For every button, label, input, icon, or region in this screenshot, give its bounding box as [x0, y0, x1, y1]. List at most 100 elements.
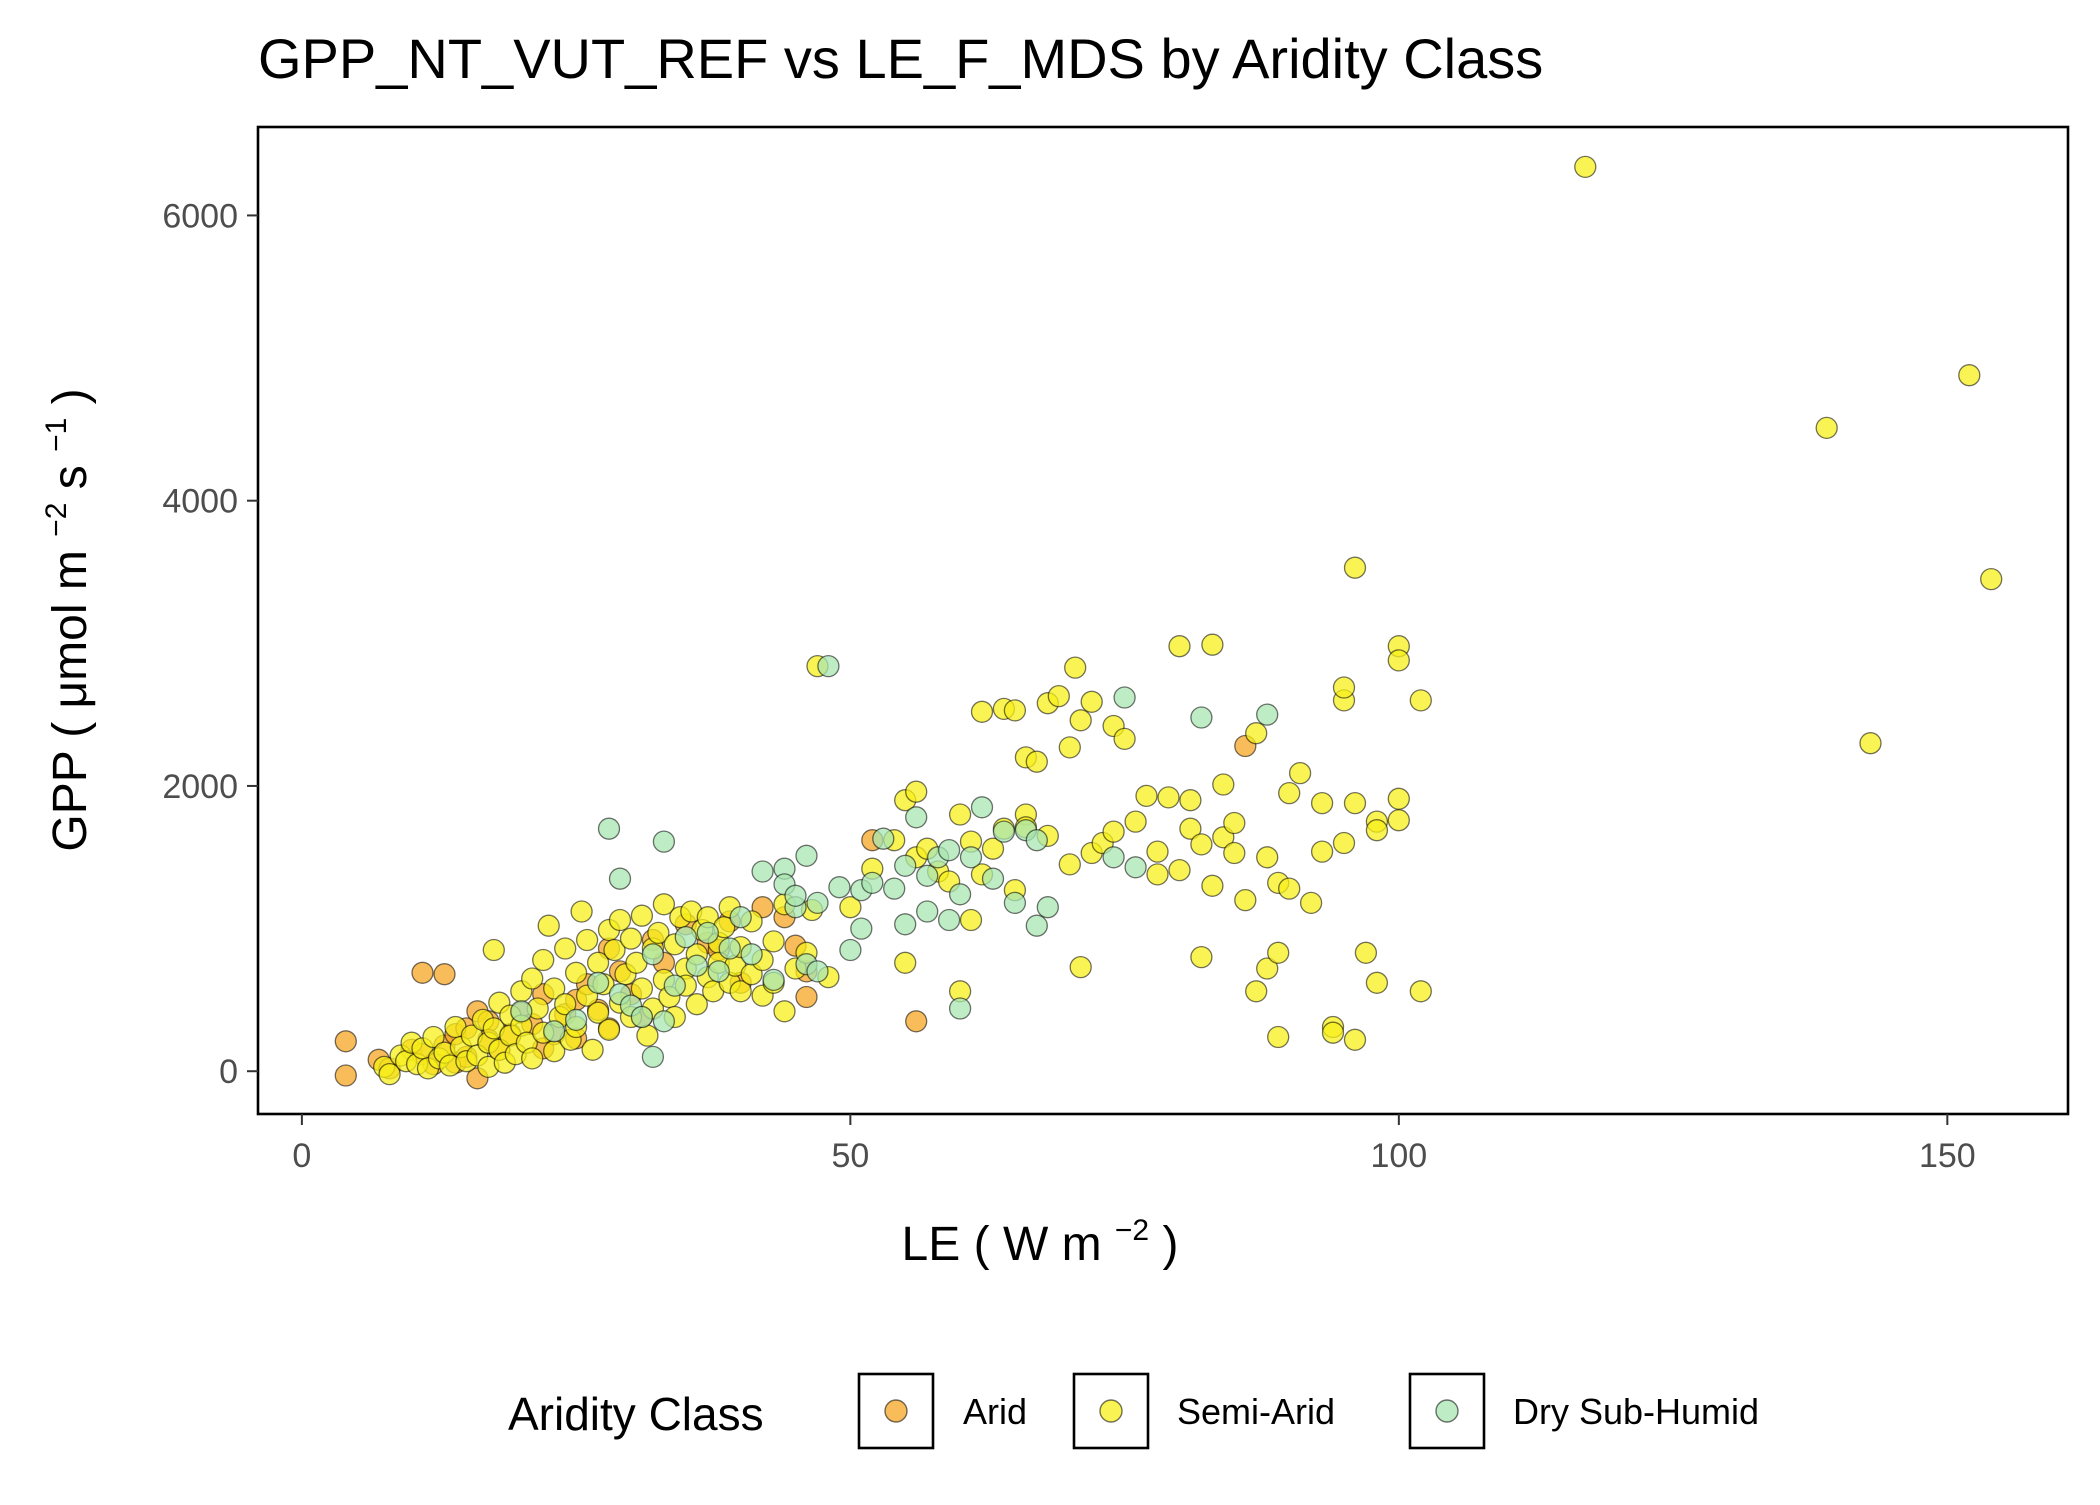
point-dry-sub-humid-45	[937, 908, 961, 932]
point-dry-sub-humid-9	[641, 1045, 665, 1069]
x-tick-label-0: 0	[292, 1137, 311, 1175]
x-axis-title-main: LE	[902, 1218, 961, 1271]
point-semi-arid-188	[1387, 809, 1410, 832]
point-dry-sub-humid-59	[1113, 686, 1136, 709]
point-semi-arid-109	[905, 780, 928, 803]
point-semi-arid-55	[608, 908, 632, 932]
point-arid-1	[334, 1064, 357, 1087]
point-dry-sub-humid-41	[905, 806, 928, 829]
point-dry-sub-humid-3	[586, 971, 610, 994]
point-semi-arid-113	[948, 803, 972, 826]
point-semi-arid-36	[537, 914, 560, 937]
point-semi-arid-172	[1310, 840, 1334, 863]
legend-marker-arid	[884, 1399, 908, 1423]
y-axis-title-exponent-1: −2	[40, 503, 73, 537]
point-semi-arid-119	[981, 837, 1005, 860]
point-semi-arid-54	[603, 938, 626, 962]
point-semi-arid-187	[1387, 787, 1410, 810]
point-arid-8	[433, 963, 456, 986]
point-semi-arid-61	[630, 977, 654, 1000]
point-arid-5	[411, 961, 434, 984]
point-dry-sub-humid-10	[641, 943, 665, 966]
point-semi-arid-103	[839, 896, 862, 919]
legend-title: Aridity Class	[508, 1388, 764, 1440]
point-dry-sub-humid-4	[597, 817, 621, 840]
point-dry-sub-humid-16	[696, 921, 719, 945]
y-axis-title: GPP ( μmol m −2 s −1 )	[24, 388, 97, 851]
point-semi-arid-147	[1168, 635, 1191, 658]
point-semi-arid-156	[1212, 773, 1235, 796]
point-semi-arid-53	[597, 1018, 621, 1041]
y-tick-label-6000: 6000	[162, 197, 238, 235]
point-semi-arid-21	[482, 938, 505, 962]
legend-marker-dry-sub-humid	[1435, 1399, 1459, 1423]
x-axis-title-unit: W m	[1003, 1218, 1102, 1271]
point-semi-arid-142	[1124, 810, 1147, 833]
point-semi-arid-50	[586, 1001, 610, 1024]
point-semi-arid-162	[1256, 957, 1279, 980]
point-semi-arid-170	[1299, 891, 1323, 915]
point-dry-sub-humid-11	[652, 830, 676, 853]
point-semi-arid-153	[1201, 633, 1224, 656]
point-semi-arid-133	[1064, 656, 1087, 679]
point-semi-arid-122	[1003, 699, 1027, 722]
point-dry-sub-humid-29	[806, 891, 829, 915]
point-dry-sub-humid-22	[762, 968, 785, 992]
y-tick-label-4000: 4000	[162, 483, 238, 521]
point-dry-sub-humid-31	[817, 654, 840, 678]
y-axis: 0 2000 4000 6000	[162, 197, 258, 1091]
x-axis: 0 50 100 150	[292, 1114, 1976, 1175]
point-dry-sub-humid-51	[981, 867, 1005, 890]
point-semi-arid-190	[1409, 980, 1432, 1003]
point-semi-arid-43	[564, 961, 588, 984]
point-dry-sub-humid-57	[1036, 896, 1059, 919]
point-dry-sub-humid-33	[839, 938, 862, 962]
point-semi-arid-41	[554, 993, 577, 1016]
point-semi-arid-96	[773, 1000, 796, 1023]
point-semi-arid-180	[1343, 1028, 1367, 1051]
point-semi-arid-183	[1365, 819, 1389, 842]
y-axis-title-exponent-2: −1	[40, 418, 73, 452]
point-dry-sub-humid-55	[1025, 914, 1048, 937]
point-dry-sub-humid-38	[883, 877, 906, 900]
point-semi-arid-127	[1025, 750, 1048, 773]
point-dry-sub-humid-52	[992, 820, 1016, 843]
point-semi-arid-161	[1245, 722, 1268, 745]
point-dry-sub-humid-19	[729, 906, 752, 929]
point-dry-sub-humid-18	[718, 937, 741, 960]
chart-title: GPP_NT_VUT_REF vs LE_F_MDS by Aridity Cl…	[258, 27, 1543, 90]
x-axis-title-exponent: −2	[1115, 1214, 1149, 1247]
point-semi-arid-94	[762, 930, 785, 953]
point-semi-arid-163	[1256, 846, 1279, 869]
point-semi-arid-66	[647, 921, 670, 945]
point-dry-sub-humid-56	[1025, 829, 1048, 852]
point-dry-sub-humid-21	[751, 860, 774, 883]
point-semi-arid-174	[1321, 1021, 1345, 1044]
point-semi-arid-192	[1815, 416, 1838, 440]
point-dry-sub-humid-37	[872, 827, 895, 850]
plot-panel-border	[256, 125, 2070, 1116]
point-semi-arid-140	[1102, 820, 1125, 843]
point-dry-sub-humid-1	[543, 1020, 566, 1043]
point-dry-sub-humid-26	[784, 884, 807, 907]
x-axis-title-paren-open: (	[974, 1218, 990, 1271]
point-semi-arid-150	[1179, 817, 1202, 840]
point-semi-arid-107	[894, 951, 917, 974]
point-dry-sub-humid-58	[1102, 846, 1125, 869]
point-semi-arid-181	[1354, 941, 1378, 964]
point-semi-arid-34	[532, 948, 555, 972]
point-dry-sub-humid-42	[916, 864, 939, 887]
point-semi-arid-32	[521, 1047, 544, 1070]
x-tick-label-100: 100	[1370, 1137, 1427, 1175]
point-semi-arid-154	[1201, 874, 1224, 897]
point-semi-arid-148	[1168, 858, 1191, 882]
point-dry-sub-humid-61	[1190, 706, 1213, 729]
x-axis-title-paren-close: )	[1162, 1218, 1178, 1271]
point-dry-sub-humid-50	[970, 796, 994, 819]
point-dry-sub-humid-12	[652, 1010, 676, 1033]
point-dry-sub-humid-28	[795, 844, 818, 867]
y-tick-label-0: 0	[219, 1053, 238, 1091]
point-dry-sub-humid-49	[959, 846, 983, 869]
point-dry-sub-humid-8	[630, 1005, 654, 1029]
